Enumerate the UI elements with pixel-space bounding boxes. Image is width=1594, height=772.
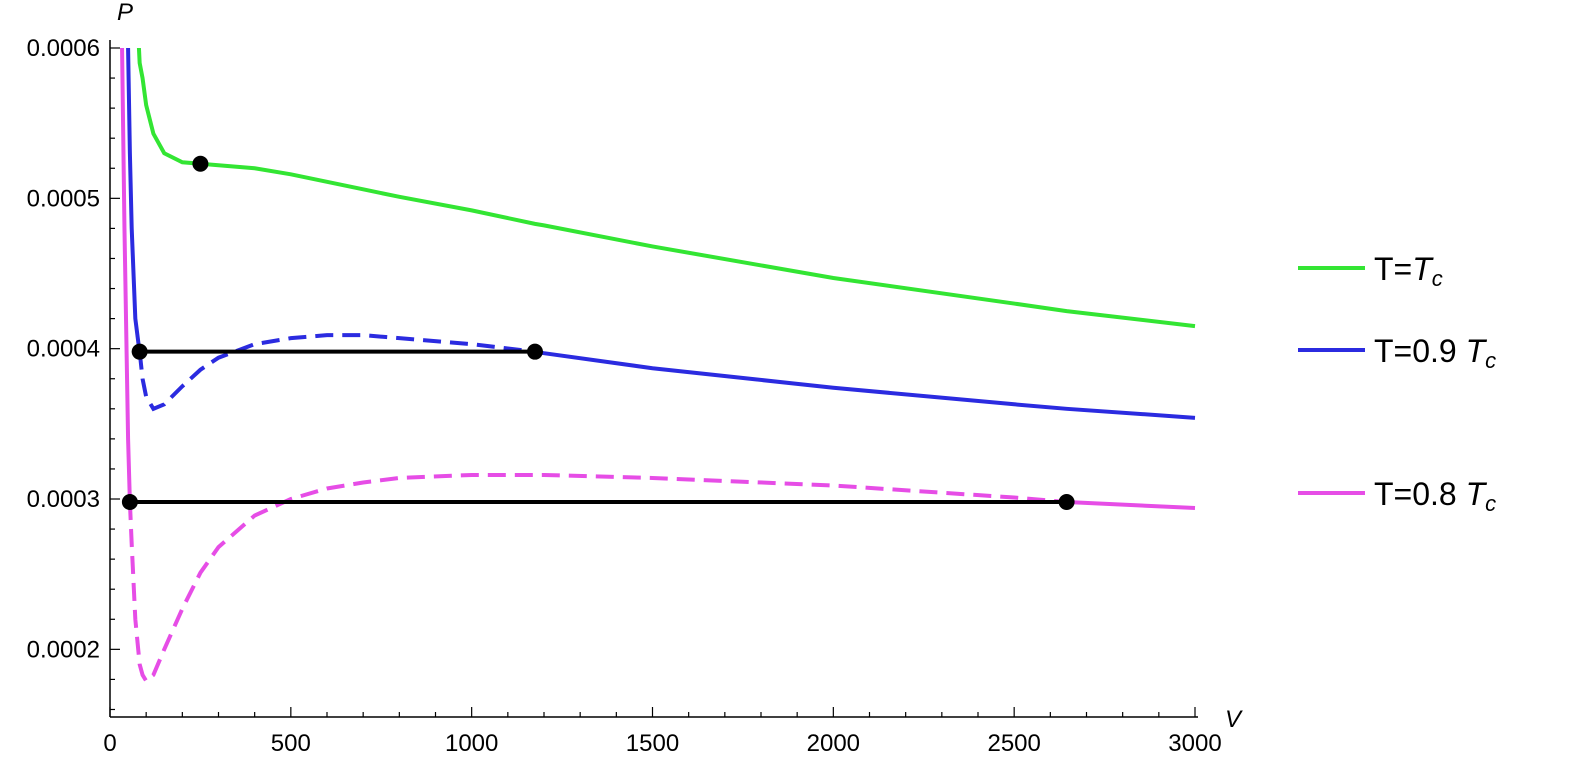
y-tick-label: 0.0003 [27, 486, 100, 513]
x-tick-label: 1000 [445, 730, 498, 757]
point [192, 155, 209, 172]
y-tick-label: 0.0004 [27, 336, 100, 363]
legend-label: T=0.9 Tc [1374, 333, 1496, 373]
x-tick-label: 1500 [626, 730, 679, 757]
series-line [136, 48, 1196, 329]
y-axis-label: P [117, 0, 133, 26]
x-axis-label: V [1225, 706, 1243, 733]
legend-label: T=0.8 Tc [1374, 476, 1496, 516]
y-tick-label: 0.0002 [27, 636, 100, 663]
point [131, 343, 148, 360]
series-line-dashed [127, 472, 1067, 684]
x-tick-label: 500 [271, 730, 311, 757]
x-tick-label: 2000 [807, 730, 860, 757]
legend-label: T=Tc [1374, 251, 1443, 291]
point [121, 494, 138, 511]
y-tick-label: 0.0006 [27, 35, 100, 62]
point [526, 343, 543, 360]
plot-area [120, 48, 1196, 684]
series-line [126, 48, 1196, 420]
point [1058, 494, 1075, 511]
x-tick-label: 2500 [987, 730, 1040, 757]
x-tick-label: 3000 [1168, 730, 1221, 757]
series-line [120, 48, 1196, 511]
series-line-dashed [137, 333, 536, 412]
y-tick-label: 0.0005 [27, 185, 100, 212]
x-tick-label: 0 [103, 730, 116, 757]
